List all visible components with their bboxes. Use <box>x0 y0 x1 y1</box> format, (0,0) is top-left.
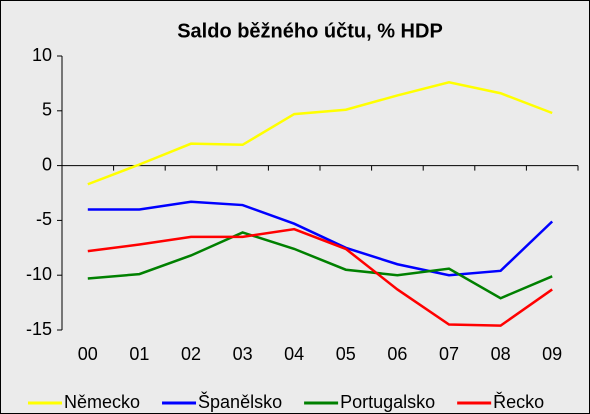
x-tick-label: 00 <box>78 344 98 364</box>
x-tick-label: 03 <box>233 344 253 364</box>
series-line <box>87 81 553 186</box>
x-tick-label: 07 <box>439 344 459 364</box>
x-tick-label: 01 <box>129 344 149 364</box>
x-tick-label: 09 <box>542 344 562 364</box>
legend-label: Řecko <box>493 392 544 412</box>
series-line <box>87 231 553 300</box>
legend-label: Portugalsko <box>340 392 435 412</box>
chart-title: Saldo běžného účtu, % HDP <box>177 20 443 42</box>
y-tick-label: 10 <box>32 45 52 65</box>
y-tick-label: -10 <box>26 264 52 284</box>
y-tick-label: -15 <box>26 319 52 339</box>
x-tick-label: 08 <box>491 344 511 364</box>
series-line <box>87 227 553 327</box>
legend-label: Španělsko <box>198 391 282 412</box>
x-tick-label: 02 <box>181 344 201 364</box>
legend-label: Německo <box>64 392 140 412</box>
series-line <box>87 200 554 277</box>
x-tick-label: 06 <box>387 344 407 364</box>
y-tick-label: 0 <box>42 154 52 174</box>
x-tick-label: 04 <box>284 344 304 364</box>
x-tick-label: 05 <box>336 344 356 364</box>
y-tick-label: -5 <box>36 209 52 229</box>
y-tick-label: 5 <box>42 100 52 120</box>
